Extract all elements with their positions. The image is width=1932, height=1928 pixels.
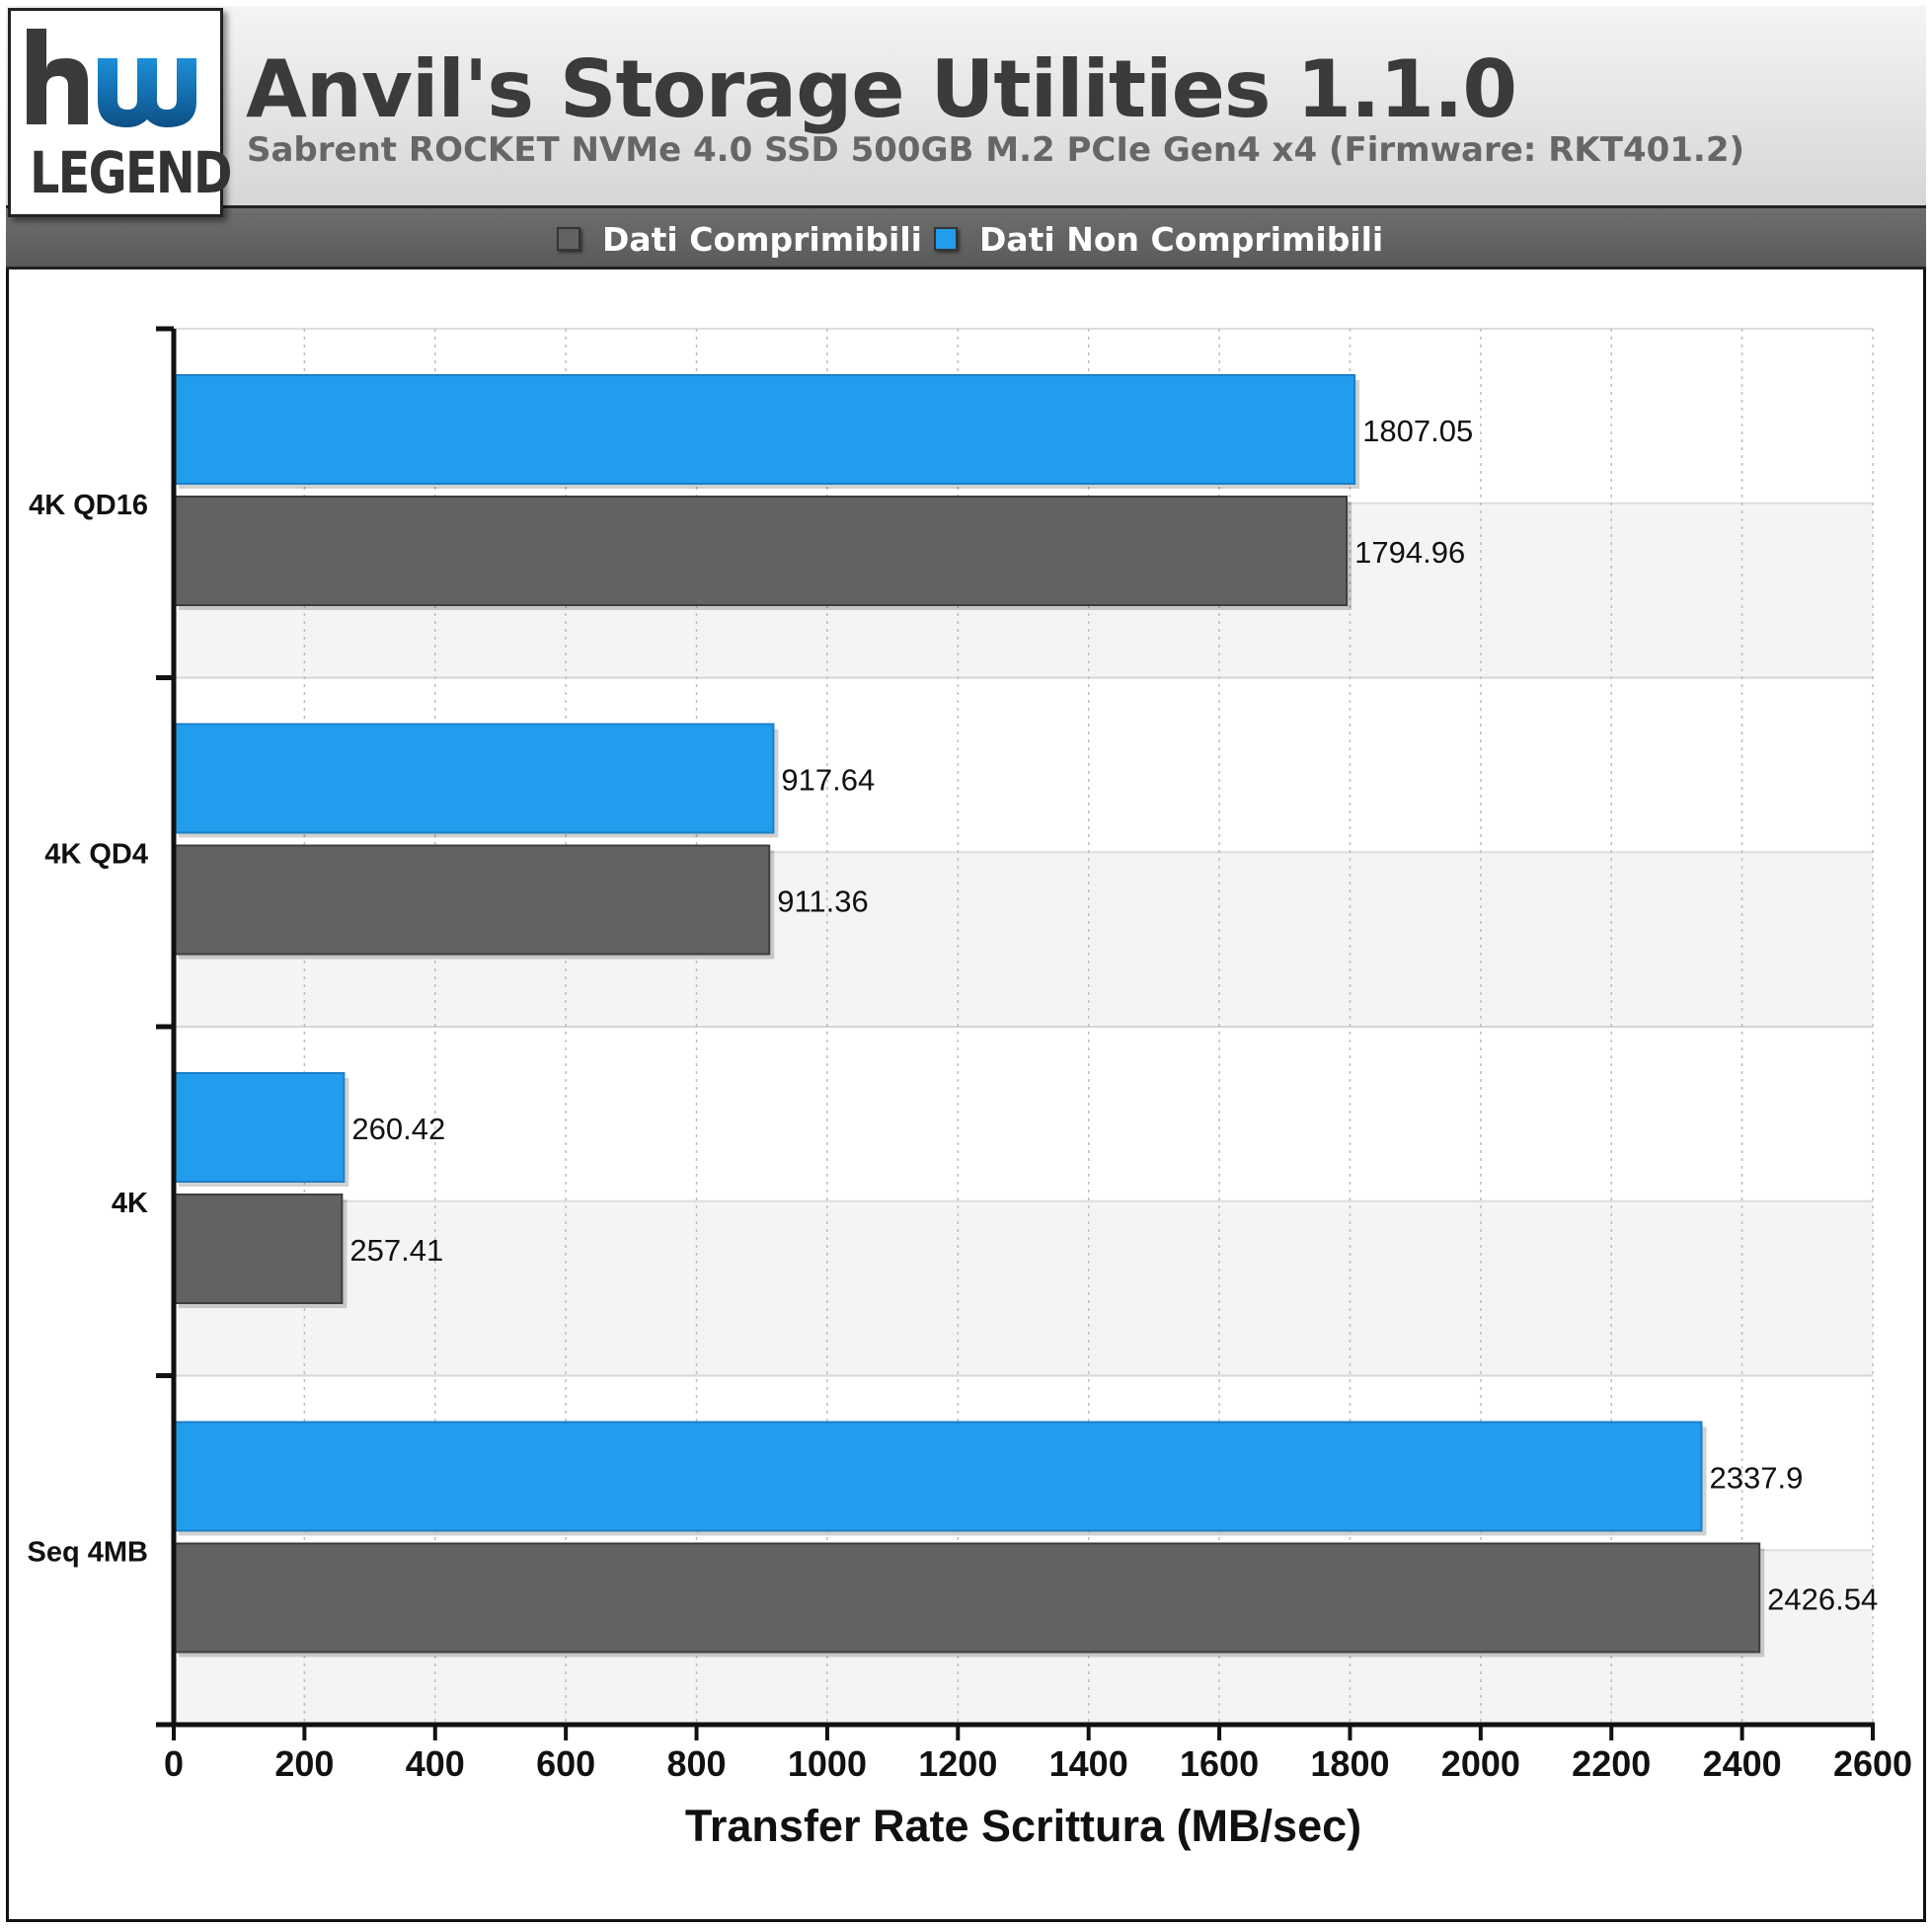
x-tick-label: 2400	[1703, 1743, 1782, 1784]
bar	[173, 1072, 346, 1183]
logo-hw-mark	[27, 29, 196, 127]
x-tick-label: 2200	[1572, 1743, 1651, 1784]
x-tick-label: 1000	[788, 1743, 867, 1784]
y-tick-label: Seq 4MB	[28, 1536, 148, 1568]
legend-label-incompressible: Dati Non Comprimibili	[979, 219, 1384, 259]
bar-value-label: 257.41	[349, 1233, 443, 1268]
bar-value-label: 917.64	[781, 763, 875, 798]
legend-item-compressible: Dati Comprimibili	[557, 219, 922, 259]
y-tick-label: 4K	[112, 1188, 148, 1219]
bar	[173, 1542, 1761, 1654]
bar-value-label: 2337.9	[1710, 1461, 1804, 1496]
chart-subtitle: Sabrent ROCKET NVMe 4.0 SSD 500GB M.2 PC…	[247, 130, 1745, 170]
x-axis-title: Transfer Rate Scrittura (MB/sec)	[685, 1801, 1361, 1851]
bar-value-label: 1794.96	[1354, 535, 1465, 570]
x-tick-label: 2600	[1833, 1743, 1912, 1784]
bar-value-label: 2426.54	[1767, 1582, 1878, 1617]
y-tick-label: 4K QD4	[44, 838, 148, 870]
x-tick-label: 600	[536, 1743, 595, 1784]
bar	[173, 496, 1349, 606]
x-tick-label: 1800	[1310, 1743, 1389, 1784]
x-tick-label: 0	[164, 1743, 184, 1784]
x-tick-label: 1200	[918, 1743, 997, 1784]
x-tick-label: 1600	[1180, 1743, 1259, 1784]
logo-text: LEGEND	[30, 139, 232, 206]
x-tick-label: 400	[406, 1743, 465, 1784]
chart-title: Anvil's Storage Utilities 1.1.0	[246, 43, 1517, 135]
y-tick-label: 4K QD16	[29, 490, 148, 521]
chart-header: Anvil's Storage Utilities 1.1.0 Sabrent …	[6, 6, 1926, 208]
x-tick-label: 800	[666, 1743, 726, 1784]
x-tick-label: 1400	[1049, 1743, 1128, 1784]
x-tick-label: 200	[274, 1743, 334, 1784]
bar-value-label: 260.42	[351, 1112, 445, 1146]
bar	[173, 844, 771, 956]
x-tick-label: 2000	[1441, 1743, 1520, 1784]
legend-label-compressible: Dati Comprimibili	[602, 219, 922, 259]
bar	[173, 374, 1356, 485]
legend-swatch-incompressible	[934, 227, 958, 251]
hwlegend-logo: LEGEND	[8, 8, 232, 217]
bar	[173, 723, 775, 834]
band-shade	[174, 1200, 1873, 1376]
bar-value-label: 911.36	[777, 885, 869, 919]
bar	[173, 1194, 344, 1304]
legend-swatch-compressible	[557, 227, 580, 251]
legend-item-incompressible: Dati Non Comprimibili	[934, 219, 1384, 259]
chart-legend: Dati Comprimibili Dati Non Comprimibili	[6, 208, 1926, 270]
bar	[173, 1421, 1703, 1532]
bar-value-label: 1807.05	[1362, 414, 1473, 448]
